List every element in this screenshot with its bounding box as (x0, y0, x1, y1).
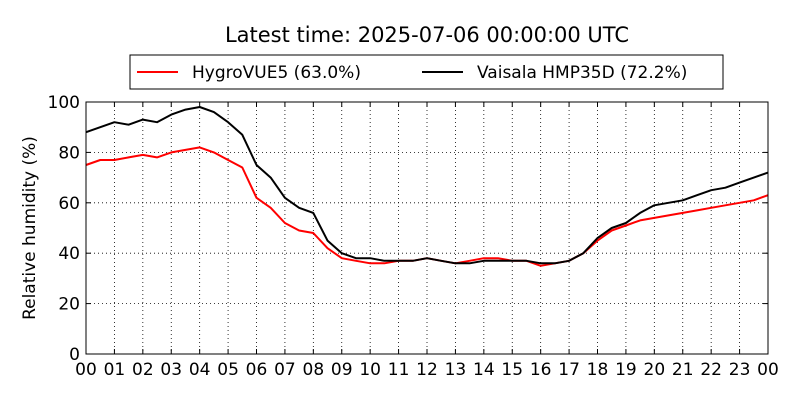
x-tick-label: 01 (104, 360, 126, 380)
x-tick-label: 18 (587, 360, 609, 380)
x-tick-label: 19 (615, 360, 637, 380)
x-tick-label: 00 (757, 360, 779, 380)
x-tick-label: 16 (530, 360, 552, 380)
legend-label-hygrovue5: HygroVUE5 (63.0%) (192, 63, 361, 83)
x-tick-label: 11 (388, 360, 410, 380)
x-tick-label: 17 (558, 360, 580, 380)
grid (86, 102, 768, 354)
y-tick-label: 100 (48, 93, 80, 113)
plot-frame (85, 101, 769, 355)
x-tick-label: 07 (274, 360, 296, 380)
x-tick-label: 09 (331, 360, 353, 380)
x-tick-label: 23 (729, 360, 751, 380)
y-tick-label: 60 (58, 194, 80, 214)
x-tick-label: 15 (501, 360, 523, 380)
x-tick-label: 14 (473, 360, 495, 380)
x-tick-label: 03 (160, 360, 182, 380)
y-tick-label: 80 (58, 143, 80, 163)
x-tick-label: 05 (217, 360, 239, 380)
x-tick-label: 08 (303, 360, 325, 380)
x-tick-label: 21 (672, 360, 694, 380)
x-tick-label: 00 (75, 360, 97, 380)
x-tick-label: 06 (246, 360, 268, 380)
x-tick-label: 20 (644, 360, 666, 380)
x-tick-label: 10 (359, 360, 381, 380)
y-tick-label: 40 (58, 244, 80, 264)
y-tick-label: 0 (69, 345, 80, 365)
x-tick-label: 12 (416, 360, 438, 380)
ticks: 00 01 02 03 04 05 06 07 08 09 10 11 12 13 14 15 16 17 18 19… (48, 93, 779, 380)
y-tick-label: 20 (58, 295, 80, 315)
x-tick-label: 04 (189, 360, 211, 380)
legend: HygroVUE5 (63.0%) Vaisala HMP35D (72.2%) (129, 54, 724, 90)
legend-label-vaisala: Vaisala HMP35D (72.2%) (477, 63, 687, 83)
chart-title: Latest time: 2025-07-06 00:00:00 UTC (225, 23, 629, 47)
y-axis-label: Relative humidity (%) (20, 136, 40, 320)
x-tick-label: 13 (445, 360, 467, 380)
x-tick-label: 22 (700, 360, 722, 380)
x-tick-label: 02 (132, 360, 154, 380)
